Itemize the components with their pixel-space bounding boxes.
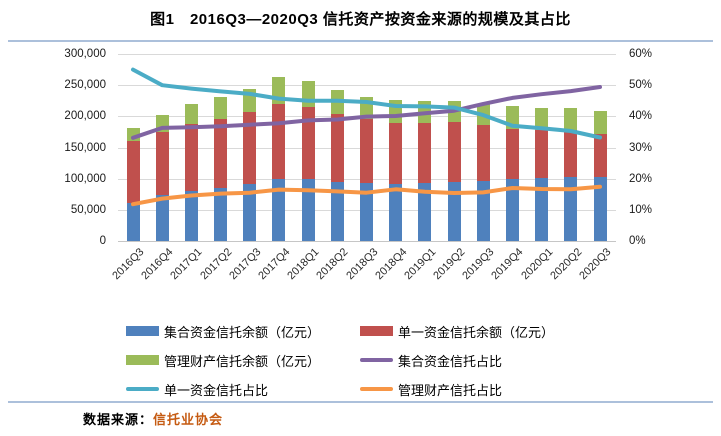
- data-source-prefix: 数据来源：: [83, 412, 154, 427]
- bar-segment-property-2019Q1: [418, 100, 432, 123]
- right-axis-tick: 40%: [629, 110, 653, 123]
- legend-label: 管理财产信托余额（亿元）: [164, 353, 321, 369]
- bar-segment-property-2020Q1: [535, 108, 549, 131]
- bottom-divider-rule: [8, 401, 713, 403]
- bar-segment-property-2017Q4: [272, 77, 286, 105]
- bar-segment-single-2019Q1: [418, 122, 432, 184]
- bar-segment-collective-2016Q4: [155, 195, 169, 241]
- left-axis-tick: 50,000: [70, 203, 106, 216]
- bar-segment-collective-2019Q1: [418, 183, 432, 241]
- bar-segment-single-2019Q2: [447, 122, 461, 183]
- x-axis-baseline: [118, 241, 616, 242]
- legend-item-0: 集合资金信托余额（亿元）: [126, 321, 360, 341]
- bar-segment-single-2018Q2: [330, 113, 344, 182]
- chart-legend: 集合资金信托余额（亿元） 单一资金信托余额（亿元） 管理财产信托余额（亿元） 集合资金…: [126, 321, 586, 399]
- gridline: [118, 85, 616, 87]
- data-source-name: 信托业协会: [153, 412, 224, 427]
- legend-label: 管理财产信托占比: [398, 382, 503, 398]
- bar-segment-single-2019Q4: [505, 129, 519, 180]
- bar-segment-property-2016Q4: [155, 114, 169, 133]
- legend-item-3: 集合资金信托占比: [360, 350, 586, 370]
- right-axis-tick: 60%: [629, 48, 653, 60]
- top-divider-rule: [8, 40, 713, 42]
- bar-segment-property-2017Q2: [214, 96, 228, 119]
- bar-segment-collective-2016Q3: [126, 203, 140, 241]
- bar-segment-collective-2019Q4: [505, 179, 519, 241]
- bar-segment-single-2019Q3: [476, 125, 490, 181]
- bar-segment-single-2020Q3: [593, 133, 607, 177]
- bar-segment-single-2017Q3: [243, 112, 257, 185]
- bar-segment-property-2019Q3: [476, 103, 490, 126]
- left-axis-tick: 150,000: [64, 141, 106, 154]
- legend-line-swatch: [126, 387, 159, 391]
- bar-segment-single-2020Q1: [535, 130, 549, 179]
- legend-bar-swatch: [360, 326, 393, 336]
- bar-segment-property-2018Q4: [389, 99, 403, 123]
- bar-segment-collective-2018Q3: [360, 183, 373, 241]
- legend-label: 单一资金信托余额（亿元）: [398, 324, 555, 340]
- left-axis-tick: 300,000: [64, 48, 106, 60]
- bar-segment-collective-2017Q1: [184, 191, 198, 241]
- trust-assets-combo-chart: 300,000 250,000 200,000 150,000 100,000 50,00…: [64, 48, 653, 282]
- legend-bar-swatch: [126, 355, 159, 365]
- bar-segment-property-2019Q2: [447, 100, 461, 123]
- right-axis-tick: 10%: [629, 203, 653, 216]
- bar-segment-property-2018Q1: [301, 81, 315, 108]
- legend-label: 集合资金信托余额（亿元）: [164, 324, 321, 340]
- bar-segment-property-2018Q2: [330, 89, 344, 114]
- bar-segment-property-2020Q2: [564, 108, 578, 131]
- bar-segment-collective-2020Q3: [593, 176, 607, 241]
- bar-segment-single-2018Q4: [389, 122, 403, 185]
- legend-item-4: 单一资金信托占比: [126, 379, 360, 399]
- bar-segment-collective-2019Q3: [476, 180, 490, 241]
- legend-item-2: 管理财产信托余额（亿元）: [126, 350, 360, 370]
- bar-segment-property-2019Q4: [505, 106, 519, 130]
- bar-segment-collective-2017Q3: [243, 184, 257, 241]
- legend-label: 集合资金信托占比: [398, 353, 503, 369]
- right-axis-tick: 50%: [629, 79, 653, 92]
- bar-segment-property-2017Q3: [243, 88, 257, 113]
- bar-segment-collective-2018Q4: [389, 184, 403, 241]
- right-axis-tick: 30%: [629, 141, 653, 154]
- left-axis-tick: 200,000: [64, 110, 106, 123]
- legend-label: 单一资金信托占比: [164, 382, 269, 398]
- legend-line-swatch: [360, 387, 393, 391]
- bar-segment-collective-2017Q2: [214, 187, 228, 241]
- left-axis-tick: 250,000: [64, 79, 106, 92]
- figure-title: 图1 2016Q3—2020Q3 信托资产按资金来源的规模及其占比: [150, 11, 571, 28]
- bar-segment-single-2016Q4: [155, 132, 169, 196]
- right-axis-tick: 20%: [629, 172, 653, 185]
- bar-segment-property-2017Q1: [184, 104, 198, 125]
- right-axis-tick: 0%: [629, 235, 646, 247]
- bar-segment-single-2018Q1: [301, 107, 315, 180]
- legend-item-5: 管理财产信托占比: [360, 379, 586, 399]
- bar-segment-single-2017Q1: [184, 124, 198, 191]
- bar-segment-collective-2018Q1: [301, 179, 315, 241]
- bar-segment-collective-2019Q2: [447, 182, 461, 241]
- bar-segment-collective-2017Q4: [272, 179, 286, 241]
- bar-segment-property-2016Q3: [126, 127, 140, 142]
- bar-segment-single-2018Q3: [360, 119, 373, 184]
- legend-item-1: 单一资金信托余额（亿元）: [360, 321, 586, 341]
- left-axis-tick: 100,000: [64, 172, 106, 185]
- legend-line-swatch: [360, 358, 393, 362]
- bar-segment-collective-2020Q1: [535, 178, 549, 241]
- bar-segment-collective-2020Q2: [564, 177, 578, 241]
- bar-segment-collective-2018Q2: [330, 181, 344, 241]
- bar-segment-single-2020Q2: [564, 130, 578, 178]
- plot-area: [118, 54, 616, 242]
- bar-segment-single-2017Q4: [272, 104, 286, 180]
- data-source-line: 数据来源：信托业协会: [83, 409, 223, 428]
- gridline: [118, 54, 616, 55]
- left-axis-tick: 0: [99, 235, 106, 247]
- bar-segment-property-2020Q3: [593, 110, 607, 134]
- bar-segment-single-2016Q3: [126, 141, 140, 204]
- bar-segment-property-2018Q3: [360, 96, 373, 120]
- bar-segment-single-2017Q2: [214, 118, 228, 188]
- legend-bar-swatch: [126, 326, 159, 336]
